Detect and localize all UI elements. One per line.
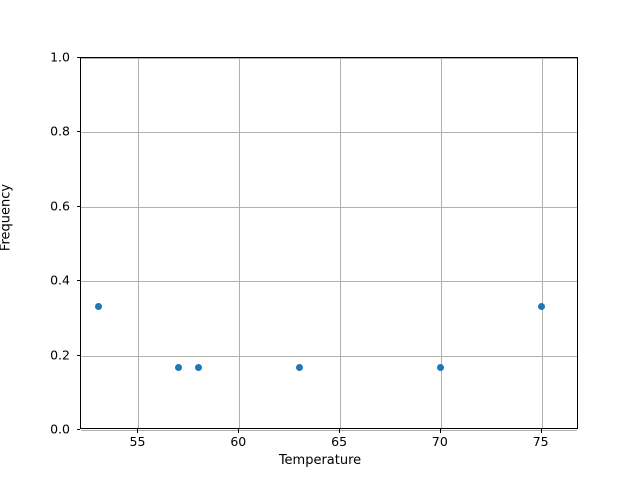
x-tick-mark xyxy=(439,429,441,433)
gridline-horizontal xyxy=(81,430,577,431)
x-tick-label: 75 xyxy=(532,434,549,449)
y-tick-label: 0.2 xyxy=(50,347,70,363)
gridline-vertical xyxy=(340,58,342,428)
scatter-point xyxy=(94,302,102,310)
gridline-vertical xyxy=(440,58,442,428)
gridline-horizontal xyxy=(81,58,577,59)
y-tick-label: 1.0 xyxy=(50,49,70,65)
gridline-vertical xyxy=(138,58,140,428)
y-tick-mark xyxy=(76,354,80,356)
x-tick-label: 70 xyxy=(431,434,448,449)
y-tick-label: 0.0 xyxy=(50,421,70,437)
gridline-vertical xyxy=(541,58,543,428)
y-tick-mark xyxy=(76,280,80,282)
scatter-point xyxy=(195,364,203,372)
y-tick-label: 0.4 xyxy=(50,272,70,288)
x-tick-mark xyxy=(137,429,139,433)
y-axis-label: Frequency xyxy=(0,183,14,252)
x-tick-label: 65 xyxy=(331,434,348,449)
scatter-point xyxy=(296,364,304,372)
y-tick-mark xyxy=(76,429,80,430)
scatter-point xyxy=(538,302,546,310)
x-tick-label: 60 xyxy=(230,434,247,449)
plot-axes-area xyxy=(80,57,578,431)
y-tick-label: 0.8 xyxy=(50,123,70,139)
gridline-horizontal xyxy=(81,132,577,134)
gridline-horizontal xyxy=(81,355,577,357)
x-tick-mark xyxy=(540,429,542,433)
x-tick-mark xyxy=(238,429,240,433)
x-axis-label: Temperature xyxy=(278,453,362,468)
scatter-point xyxy=(175,364,183,372)
y-tick-mark xyxy=(76,131,80,133)
x-tick-mark xyxy=(339,429,341,433)
gridline-horizontal xyxy=(81,206,577,208)
scatter-point xyxy=(437,364,445,372)
gridline-vertical xyxy=(239,58,241,428)
gridline-horizontal xyxy=(81,281,577,283)
y-tick-mark xyxy=(76,57,80,58)
x-tick-label: 55 xyxy=(129,434,146,449)
y-tick-label: 0.6 xyxy=(50,198,70,214)
y-tick-mark xyxy=(76,205,80,207)
